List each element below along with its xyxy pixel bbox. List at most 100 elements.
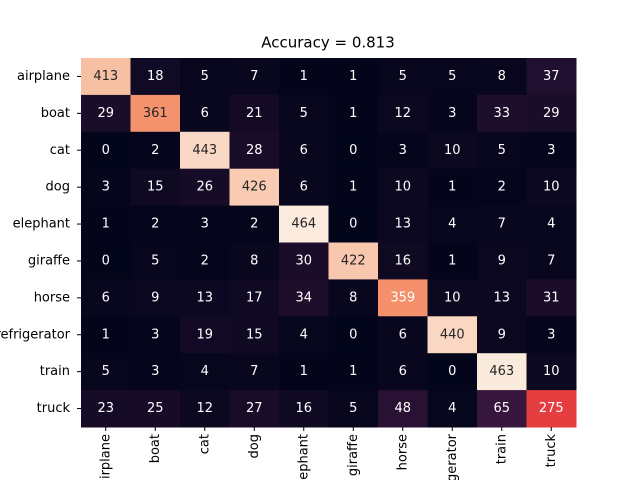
cell-label: 0: [349, 327, 357, 342]
cell-label: 1: [448, 180, 456, 195]
y-tick-label: elephant: [13, 217, 70, 232]
cell: [526, 242, 577, 280]
cell-label: 25: [147, 401, 164, 416]
cell-label: 21: [246, 106, 263, 121]
cell-label: 6: [102, 290, 110, 305]
cell: [526, 353, 577, 391]
cell-label: 65: [493, 401, 510, 416]
cell-label: 3: [547, 327, 555, 342]
cell: [427, 390, 478, 428]
cell: [427, 58, 478, 96]
cell: [279, 94, 329, 133]
cell: [526, 316, 577, 354]
cell-label: 12: [196, 401, 213, 416]
cell-label: 10: [543, 364, 560, 379]
cell: [328, 205, 379, 243]
cell-label: 10: [444, 143, 461, 158]
cell-label: 6: [399, 327, 407, 342]
y-tick-label: boat: [41, 106, 70, 121]
cell-label: 28: [246, 143, 263, 158]
cell: [81, 168, 131, 207]
cell-label: 3: [151, 364, 159, 379]
cell-label: 2: [250, 217, 258, 232]
cell-label: 275: [539, 401, 564, 416]
cell: [130, 205, 181, 243]
cell: [378, 316, 428, 354]
cell-label: 2: [498, 180, 506, 195]
cell-label: 5: [349, 401, 357, 416]
cell: [130, 58, 181, 96]
cell-label: 6: [300, 180, 308, 195]
cell-label: 6: [201, 106, 209, 121]
cell-label: 9: [498, 253, 506, 268]
cell-label: 16: [295, 401, 312, 416]
x-tick-label: horse: [395, 434, 410, 470]
cell-label: 3: [547, 143, 555, 158]
cell-label: 10: [394, 180, 411, 195]
cell: [130, 316, 181, 354]
cell: [130, 279, 181, 317]
cell: [427, 353, 478, 391]
cell: [279, 316, 329, 354]
chart-title: Accuracy = 0.813: [261, 34, 395, 52]
y-tick-label: giraffe: [28, 253, 70, 268]
cell: [130, 94, 181, 133]
cell-label: 13: [196, 290, 213, 305]
cell: [180, 316, 230, 354]
cell: [130, 131, 181, 170]
cell: [477, 390, 527, 428]
x-tick-label: giraffe: [346, 434, 361, 476]
cell: [378, 242, 428, 280]
cell-label: 37: [543, 69, 560, 84]
x-tick-label: truck: [544, 434, 559, 468]
cell-label: 1: [349, 106, 357, 121]
cell-label: 31: [543, 290, 560, 305]
cell-label: 16: [394, 253, 411, 268]
cell-label: 19: [196, 327, 213, 342]
cell: [229, 168, 280, 207]
cell-label: 4: [448, 401, 456, 416]
cell: [81, 131, 131, 170]
cell: [229, 242, 280, 280]
cell-label: 6: [399, 364, 407, 379]
cell: [229, 279, 280, 317]
cell: [427, 242, 478, 280]
cell: [180, 242, 230, 280]
cell: [328, 94, 379, 133]
cell: [279, 58, 329, 96]
cell-label: 5: [399, 69, 407, 84]
cell-label: 5: [201, 69, 209, 84]
y-tick-label: airplane: [17, 69, 70, 84]
cell: [279, 279, 329, 317]
cell-label: 9: [151, 290, 159, 305]
cell: [279, 205, 329, 243]
cell-label: 413: [93, 69, 118, 84]
cell-label: 10: [444, 290, 461, 305]
y-tick-label: refrigerator: [0, 327, 71, 342]
cell: [477, 94, 527, 133]
cell-label: 463: [489, 364, 514, 379]
cell-label: 48: [394, 401, 411, 416]
cell: [328, 242, 379, 280]
x-tick-label: airplane: [98, 434, 113, 480]
cell-label: 7: [250, 69, 258, 84]
cell-label: 1: [102, 217, 110, 232]
cell: [229, 58, 280, 96]
cell-label: 7: [250, 364, 258, 379]
cell: [229, 353, 280, 391]
cell: [477, 58, 527, 96]
cell-label: 0: [349, 143, 357, 158]
cell: [378, 168, 428, 207]
cell: [477, 316, 527, 354]
cell-label: 29: [543, 106, 560, 121]
y-tick-label: train: [40, 364, 70, 379]
cell: [427, 205, 478, 243]
cell: [279, 131, 329, 170]
cell-label: 30: [295, 253, 312, 268]
cell-label: 2: [151, 143, 159, 158]
cell-label: 426: [242, 180, 267, 195]
cell-label: 1: [448, 253, 456, 268]
cell: [378, 390, 428, 428]
cell-label: 3: [448, 106, 456, 121]
cell: [328, 316, 379, 354]
